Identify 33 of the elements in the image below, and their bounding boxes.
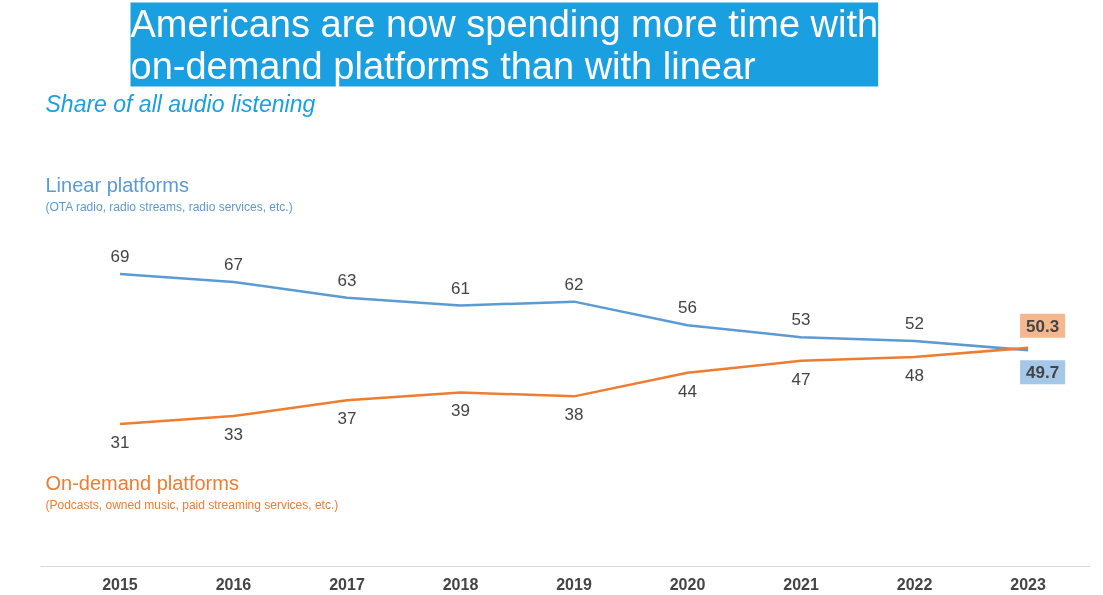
data-label: 44	[678, 381, 697, 401]
data-label: 63	[337, 270, 357, 290]
data-label: 39	[451, 401, 470, 421]
data-label: 49.7	[1026, 363, 1060, 383]
x-tick-label: 2020	[669, 575, 706, 593]
x-tick-label: 2015	[102, 575, 138, 593]
data-label: 62	[564, 274, 584, 294]
data-label: 67	[224, 254, 243, 274]
data-label: 37	[337, 409, 357, 429]
text: Linear platforms	[45, 174, 189, 196]
x-tick-label: 2023	[1010, 575, 1046, 593]
chart-title: Americans are now spending more time with on-demand platforms than with linear	[130, 2, 879, 87]
data-label: 69	[110, 247, 130, 266]
data-label: 38	[564, 405, 584, 425]
x-tick-label: 2018	[442, 575, 479, 593]
data-label: 47	[791, 369, 811, 389]
data-label: 52	[905, 314, 925, 334]
data-label: 50.3	[1026, 316, 1060, 336]
data-label: 56	[678, 298, 697, 318]
x-tick-label: 2022	[896, 575, 933, 593]
x-tick-label: 2017	[329, 575, 365, 593]
data-label: 53	[791, 310, 811, 330]
text: (OTA radio, radio streams, radio services, etc.)	[45, 200, 293, 214]
data-label: 33	[224, 425, 243, 445]
x-tick-label: 2021	[783, 575, 819, 593]
data-label: 48	[905, 365, 925, 385]
text: (Podcasts, owned music, paid streaming services, etc.)	[45, 498, 339, 512]
x-tick-label: 2019	[556, 575, 592, 593]
text: On-demand platforms	[45, 472, 239, 494]
x-tick-label: 2016	[215, 575, 252, 593]
data-label: 31	[110, 433, 130, 452]
data-label: 61	[451, 278, 470, 298]
chart-subtitle: Share of all audio listening	[45, 90, 316, 117]
